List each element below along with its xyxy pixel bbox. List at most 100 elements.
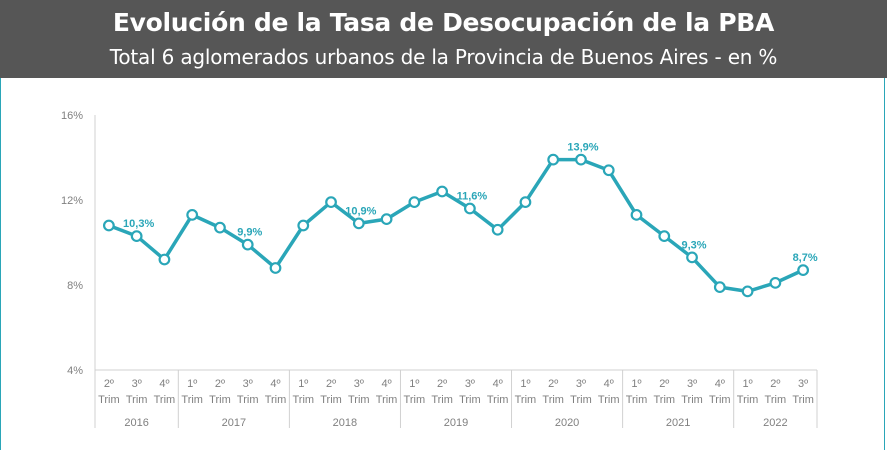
data-point <box>713 281 726 294</box>
x-tick-label: 4º <box>715 378 725 390</box>
x-tick-label: 1º <box>187 378 197 390</box>
data-label: 11,6% <box>457 191 488 203</box>
x-tick-label: 2º <box>104 378 114 390</box>
x-tick-label: Trim <box>681 394 703 406</box>
data-point <box>463 202 476 215</box>
chart-subtitle: Total 6 aglomerados urbanos de la Provin… <box>109 45 778 69</box>
x-tick-label: Trim <box>320 394 342 406</box>
x-tick-label: Trim <box>487 394 509 406</box>
y-tick-label: 12% <box>61 195 83 207</box>
x-tick-label: 3º <box>576 378 586 390</box>
data-point <box>352 217 365 230</box>
x-tick-label: Trim <box>737 394 759 406</box>
x-tick-label: 2º <box>659 378 669 390</box>
data-label: 8,7% <box>793 252 818 264</box>
x-tick-label: 4º <box>604 378 614 390</box>
data-point <box>602 164 615 177</box>
x-tick-label: Trim <box>265 394 287 406</box>
x-tick-label: 4º <box>270 378 280 390</box>
data-label: 9,3% <box>681 239 706 251</box>
data-label: 9,9% <box>237 227 262 239</box>
x-tick-label: 2º <box>548 378 558 390</box>
data-point <box>408 196 421 209</box>
data-point <box>158 253 171 266</box>
x-tick-label: 3º <box>687 378 697 390</box>
data-point <box>102 219 115 232</box>
x-tick-label: 1º <box>631 378 641 390</box>
x-tick-label: Trim <box>542 394 564 406</box>
x-tick-label: 2º <box>770 378 780 390</box>
x-tick-label: Trim <box>792 394 814 406</box>
y-tick-label: 8% <box>67 280 83 292</box>
x-tick-label: 1º <box>298 378 308 390</box>
x-tick-label: 3º <box>465 378 475 390</box>
x-tick-label: Trim <box>515 394 537 406</box>
x-tick-label: 3º <box>243 378 253 390</box>
x-tick-label: 3º <box>132 378 142 390</box>
x-tick-label: Trim <box>709 394 731 406</box>
data-point <box>269 262 282 274</box>
data-point <box>797 264 810 277</box>
x-tick-label: 2º <box>326 378 336 390</box>
data-point <box>741 285 754 298</box>
x-tick-label: Trim <box>459 394 481 406</box>
data-point <box>241 238 254 251</box>
year-label: 2022 <box>763 417 787 429</box>
data-point <box>297 219 310 232</box>
x-tick-label: Trim <box>376 394 398 406</box>
y-tick-label: 16% <box>61 110 83 122</box>
data-point <box>575 153 587 166</box>
x-tick-label: 1º <box>520 378 530 390</box>
data-label: 13,9% <box>567 142 598 154</box>
data-point <box>658 230 671 243</box>
x-tick-label: Trim <box>653 394 675 406</box>
year-label: 2018 <box>333 417 357 429</box>
chart-header: Evolución de la Tasa de Desocupación de … <box>0 0 887 78</box>
data-point <box>491 223 504 236</box>
x-tick-label: 4º <box>493 378 503 390</box>
x-tick-label: Trim <box>765 394 787 406</box>
x-tick-label: Trim <box>237 394 259 406</box>
x-tick-label: Trim <box>181 394 203 406</box>
data-point <box>130 230 143 243</box>
chart-title: Evolución de la Tasa de Desocupación de … <box>112 8 775 37</box>
x-tick-label: Trim <box>154 394 176 406</box>
year-label: 2016 <box>124 417 148 429</box>
data-point <box>325 196 337 209</box>
x-tick-label: 1º <box>409 378 419 390</box>
year-label: 2017 <box>222 417 246 429</box>
data-label: 10,3% <box>123 218 154 230</box>
x-tick-label: 2º <box>215 378 225 390</box>
year-label: 2021 <box>666 417 690 429</box>
x-tick-label: Trim <box>404 394 426 406</box>
data-point <box>519 196 532 209</box>
x-tick-label: 1º <box>743 378 753 390</box>
x-tick-label: 4º <box>159 378 169 390</box>
chart-frame <box>0 78 885 450</box>
y-tick-label: 4% <box>67 365 83 377</box>
x-tick-label: Trim <box>98 394 120 406</box>
year-label: 2019 <box>444 417 468 429</box>
x-tick-label: Trim <box>126 394 148 406</box>
x-tick-label: Trim <box>570 394 592 406</box>
data-label: 10,9% <box>345 205 376 217</box>
year-label: 2020 <box>555 417 579 429</box>
data-point <box>186 208 199 221</box>
x-tick-label: Trim <box>598 394 620 406</box>
series-line <box>108 157 804 294</box>
x-tick-label: Trim <box>209 394 231 406</box>
data-point <box>214 221 226 234</box>
data-point <box>686 251 698 264</box>
x-tick-label: Trim <box>348 394 370 406</box>
x-tick-label: 3º <box>798 378 808 390</box>
data-point <box>769 276 782 289</box>
x-tick-label: 3º <box>354 378 364 390</box>
x-tick-label: Trim <box>431 394 453 406</box>
x-tick-label: 4º <box>382 378 392 390</box>
data-point <box>547 153 560 166</box>
data-point <box>436 185 449 198</box>
data-point <box>380 213 393 226</box>
data-point <box>630 208 643 221</box>
x-tick-label: Trim <box>626 394 648 406</box>
